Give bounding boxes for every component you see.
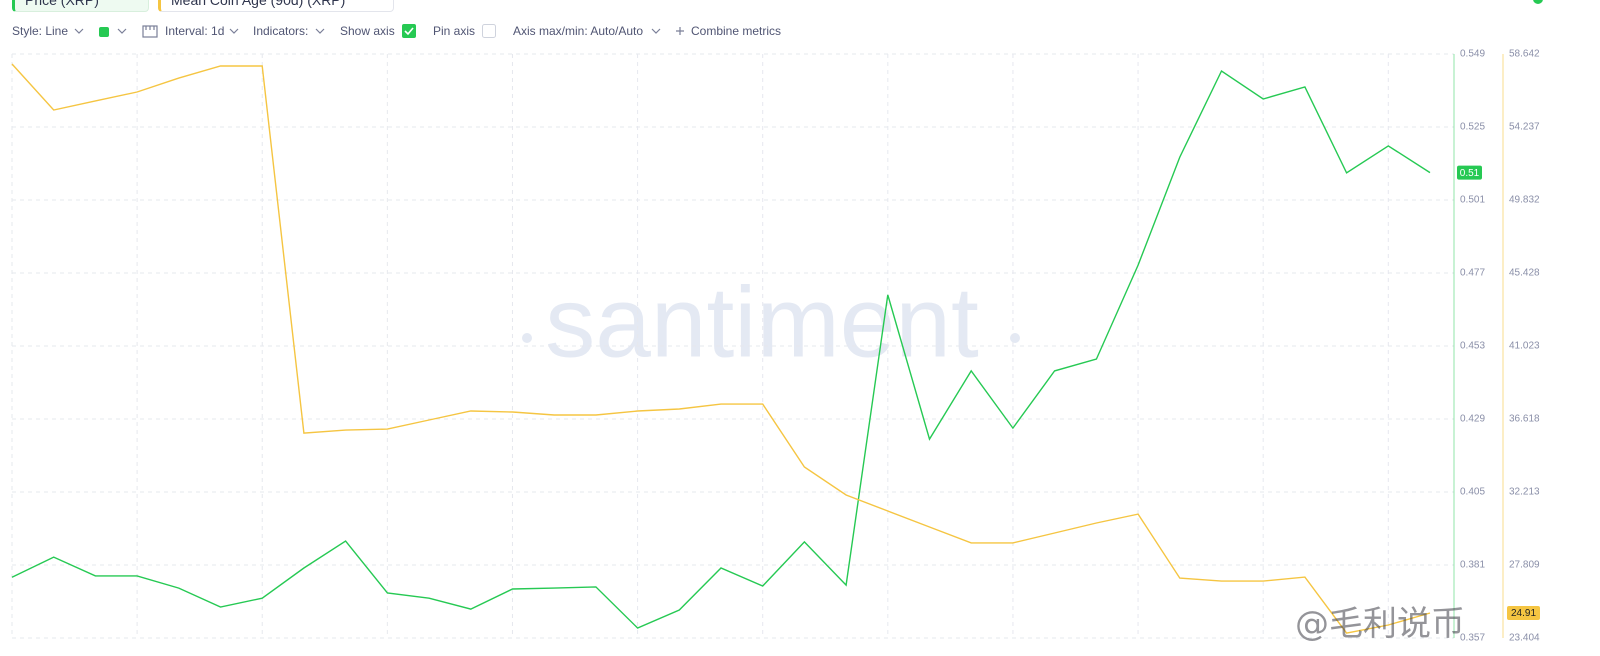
- y2-tick-label: 45.428: [1509, 268, 1540, 279]
- checkmark: [404, 27, 414, 36]
- y2-tick-label: 23.404: [1509, 633, 1540, 644]
- indicators-select[interactable]: Indicators:: [253, 24, 309, 38]
- y-tick-label: 0.501: [1460, 195, 1485, 206]
- y2-tick-label: 32.213: [1509, 487, 1540, 498]
- style-select[interactable]: Style: Line: [12, 24, 69, 38]
- y2-tick-label: 49.832: [1509, 195, 1540, 206]
- last-value-label: 24.91: [1511, 608, 1536, 619]
- checkbox-box: [402, 24, 416, 38]
- combine-metrics[interactable]: Combine metrics: [691, 24, 782, 38]
- chevron: [229, 28, 239, 34]
- y2-tick-label: 58.642: [1509, 49, 1540, 60]
- y2-tick-label: 27.809: [1509, 560, 1540, 571]
- show-axis-checkbox[interactable]: [401, 23, 417, 39]
- interval-icon: [142, 25, 158, 38]
- metric-tab[interactable]: Price (XRP): [12, 0, 149, 12]
- show-axis-label: Show axis: [340, 24, 395, 38]
- color-select[interactable]: [99, 27, 109, 37]
- plus-icon: [676, 27, 684, 35]
- y-tick-label: 0.453: [1460, 341, 1485, 352]
- watermark-dot: [522, 333, 532, 343]
- y-tick-label: 0.477: [1460, 268, 1485, 279]
- last-value-badge: [1457, 165, 1482, 180]
- interval-select[interactable]: Interval: 1d: [165, 24, 225, 38]
- checkbox-box: [482, 24, 496, 38]
- last-value-label: 0.51: [1460, 168, 1480, 179]
- axis-minmax-select[interactable]: Axis max/min: Auto/Auto: [513, 24, 644, 38]
- series-line: [11, 69, 1431, 629]
- pin-axis-label: Pin axis: [433, 24, 476, 38]
- last-value-badge: [1507, 606, 1540, 621]
- y2-tick-label: 36.618: [1509, 414, 1540, 425]
- series-line: [11, 63, 1431, 634]
- watermark-dot: [1010, 333, 1020, 343]
- y-tick-label: 0.525: [1460, 122, 1485, 133]
- status-dot: [1533, 0, 1543, 4]
- y-tick-label: 0.549: [1460, 49, 1485, 60]
- chevron: [117, 28, 127, 34]
- y2-tick-label: 54.237: [1509, 122, 1540, 133]
- chevron: [651, 28, 661, 34]
- y2-tick-label: 41.023: [1509, 341, 1540, 352]
- y-tick-label: 0.405: [1460, 487, 1485, 498]
- credit-watermark: @毛利说币: [1295, 604, 1465, 644]
- watermark: santiment: [545, 266, 979, 378]
- pin-axis-checkbox[interactable]: [481, 23, 497, 39]
- y-tick-label: 0.357: [1460, 633, 1485, 644]
- metric-tab[interactable]: Mean Coin Age (90d) (XRP): [158, 0, 394, 12]
- y-tick-label: 0.381: [1460, 560, 1485, 571]
- chevron: [74, 28, 84, 34]
- y-tick-label: 0.429: [1460, 414, 1485, 425]
- chevron: [315, 28, 325, 34]
